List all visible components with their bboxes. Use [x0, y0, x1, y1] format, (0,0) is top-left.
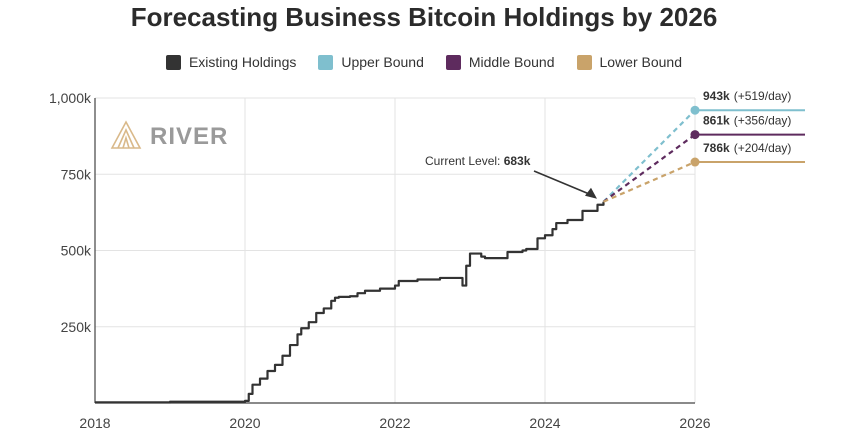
series-existing-holdings-line [95, 201, 605, 404]
legend-swatch-existing [165, 54, 181, 70]
series-middle-bound-endpoint [690, 130, 700, 140]
projection-rate-middle-bound: (+356/day) [734, 114, 792, 128]
projection-rate-upper-bound: (+519/day) [734, 89, 792, 103]
series-upper-bound-endpoint [690, 105, 700, 115]
x-tick-label: 2020 [229, 415, 260, 431]
legend-label-middle: Middle Bound [468, 54, 555, 70]
projection-label-middle-bound: 861k (+356/day) [703, 114, 791, 128]
river-logo: RIVER [110, 120, 228, 150]
series-middle-bound-line [602, 133, 696, 203]
projection-value-upper-bound: 943k [703, 89, 730, 103]
y-tick-label: 1,000k [49, 90, 92, 106]
legend-swatch-upper [318, 54, 334, 70]
river-logo-text: RIVER [150, 123, 228, 150]
chart-legend: Existing Holdings Upper Bound Middle Bou… [0, 54, 848, 70]
legend-item-middle[interactable]: Middle Bound [445, 54, 555, 70]
x-tick-label: 2026 [679, 415, 710, 431]
projection-value-lower-bound: 786k [703, 141, 730, 155]
x-tick-label: 2024 [529, 415, 560, 431]
current-level-arrowhead [585, 187, 597, 199]
x-tick-label: 2018 [79, 415, 110, 431]
legend-item-existing[interactable]: Existing Holdings [165, 54, 297, 70]
x-tick-label: 2022 [379, 415, 410, 431]
chart-axes: 2018 2020 2022 2024 2026 250k 500k 750k 1,000k [49, 90, 711, 431]
y-tick-label: 250k [61, 319, 92, 335]
legend-swatch-middle [445, 54, 461, 70]
current-level-arrow [533, 170, 592, 196]
legend-label-existing: Existing Holdings [188, 54, 297, 70]
projection-value-middle-bound: 861k [703, 114, 730, 128]
y-tick-label: 750k [61, 166, 92, 182]
series-lower-bound-endpoint [690, 157, 700, 167]
series-layer [95, 105, 805, 404]
current-level-label: Current Level: 683k [425, 154, 531, 168]
series-lower-bound-line [603, 161, 696, 203]
legend-item-upper[interactable]: Upper Bound [318, 54, 424, 70]
legend-label-lower: Lower Bound [599, 54, 683, 70]
annotation-layer: 943k (+519/day) 861k (+356/day) 786k (+204/da… [425, 89, 791, 199]
current-level-value: 683k [504, 154, 531, 168]
series-upper-bound-line [602, 109, 696, 203]
projection-label-upper-bound: 943k (+519/day) [703, 89, 791, 103]
y-tick-label: 500k [61, 243, 92, 259]
river-logo-icon [110, 120, 142, 149]
current-level-text: Current Level: [425, 154, 504, 168]
legend-item-lower[interactable]: Lower Bound [576, 54, 683, 70]
projection-rate-lower-bound: (+204/day) [734, 141, 792, 155]
projection-label-lower-bound: 786k (+204/day) [703, 141, 791, 155]
legend-label-upper: Upper Bound [341, 54, 424, 70]
chart-title: Forecasting Business Bitcoin Holdings by… [130, 2, 718, 32]
legend-swatch-lower [576, 54, 592, 70]
